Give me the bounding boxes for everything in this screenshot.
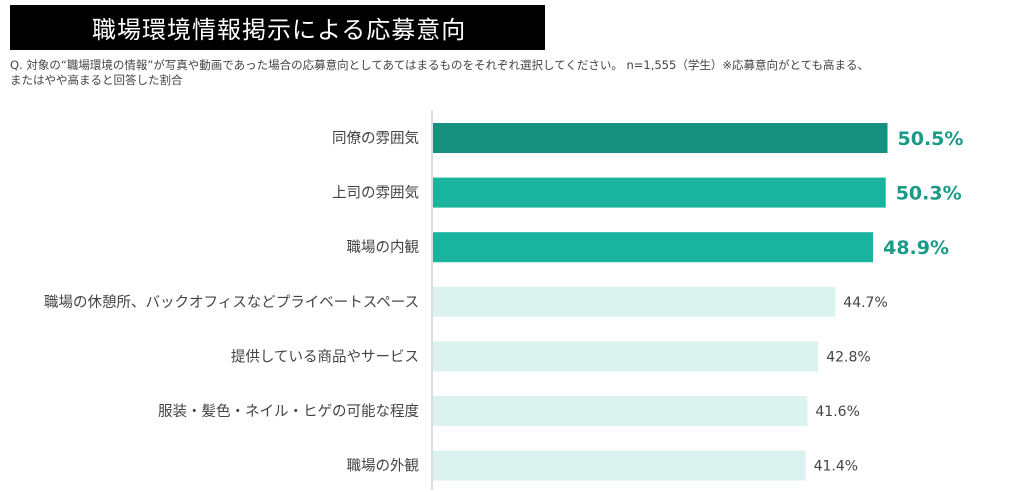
bar-7 [433,450,806,481]
bar-4 [433,286,836,317]
category-label-4: 職場の休憩所、バックオフィスなどプライベートスペース [44,294,419,311]
category-label-1: 同僚の雰囲気 [332,130,419,147]
value-label-5: 42.8% [826,349,870,365]
value-label-1: 50.5% [898,128,964,150]
page-title: 職場環境情報掲示による応募意向 [92,16,467,44]
title-banner: 職場環境情報掲示による応募意向 [10,5,545,50]
value-label-4: 44.7% [843,295,887,311]
bar-2 [433,177,886,208]
value-label-6: 41.6% [815,404,859,420]
question-text: Q. 対象の“職場環境の情報”が写真や動画であった場合の応募意向としてあてはまる… [10,58,1010,88]
value-label-7: 41.4% [814,459,858,475]
bar-1 [433,123,888,153]
bar-6 [433,396,808,426]
value-label-3: 48.9% [883,237,949,259]
category-label-7: 職場の外観 [347,458,420,475]
category-label-5: 提供している商品やサービス [231,348,419,365]
bar-3 [433,232,874,263]
value-label-2: 50.3% [896,183,962,205]
category-label-3: 職場の内観 [347,239,420,256]
bar-5 [433,341,819,372]
question-line-2: またはやや高まると回答した割合 [10,73,183,87]
category-label-6: 服装・髪色・ネイル・ヒゲの可能な程度 [158,403,419,420]
category-label-2: 上司の雰囲気 [332,185,419,202]
question-line-1: Q. 対象の“職場環境の情報”が写真や動画であった場合の応募意向としてあてはまる… [10,58,870,72]
